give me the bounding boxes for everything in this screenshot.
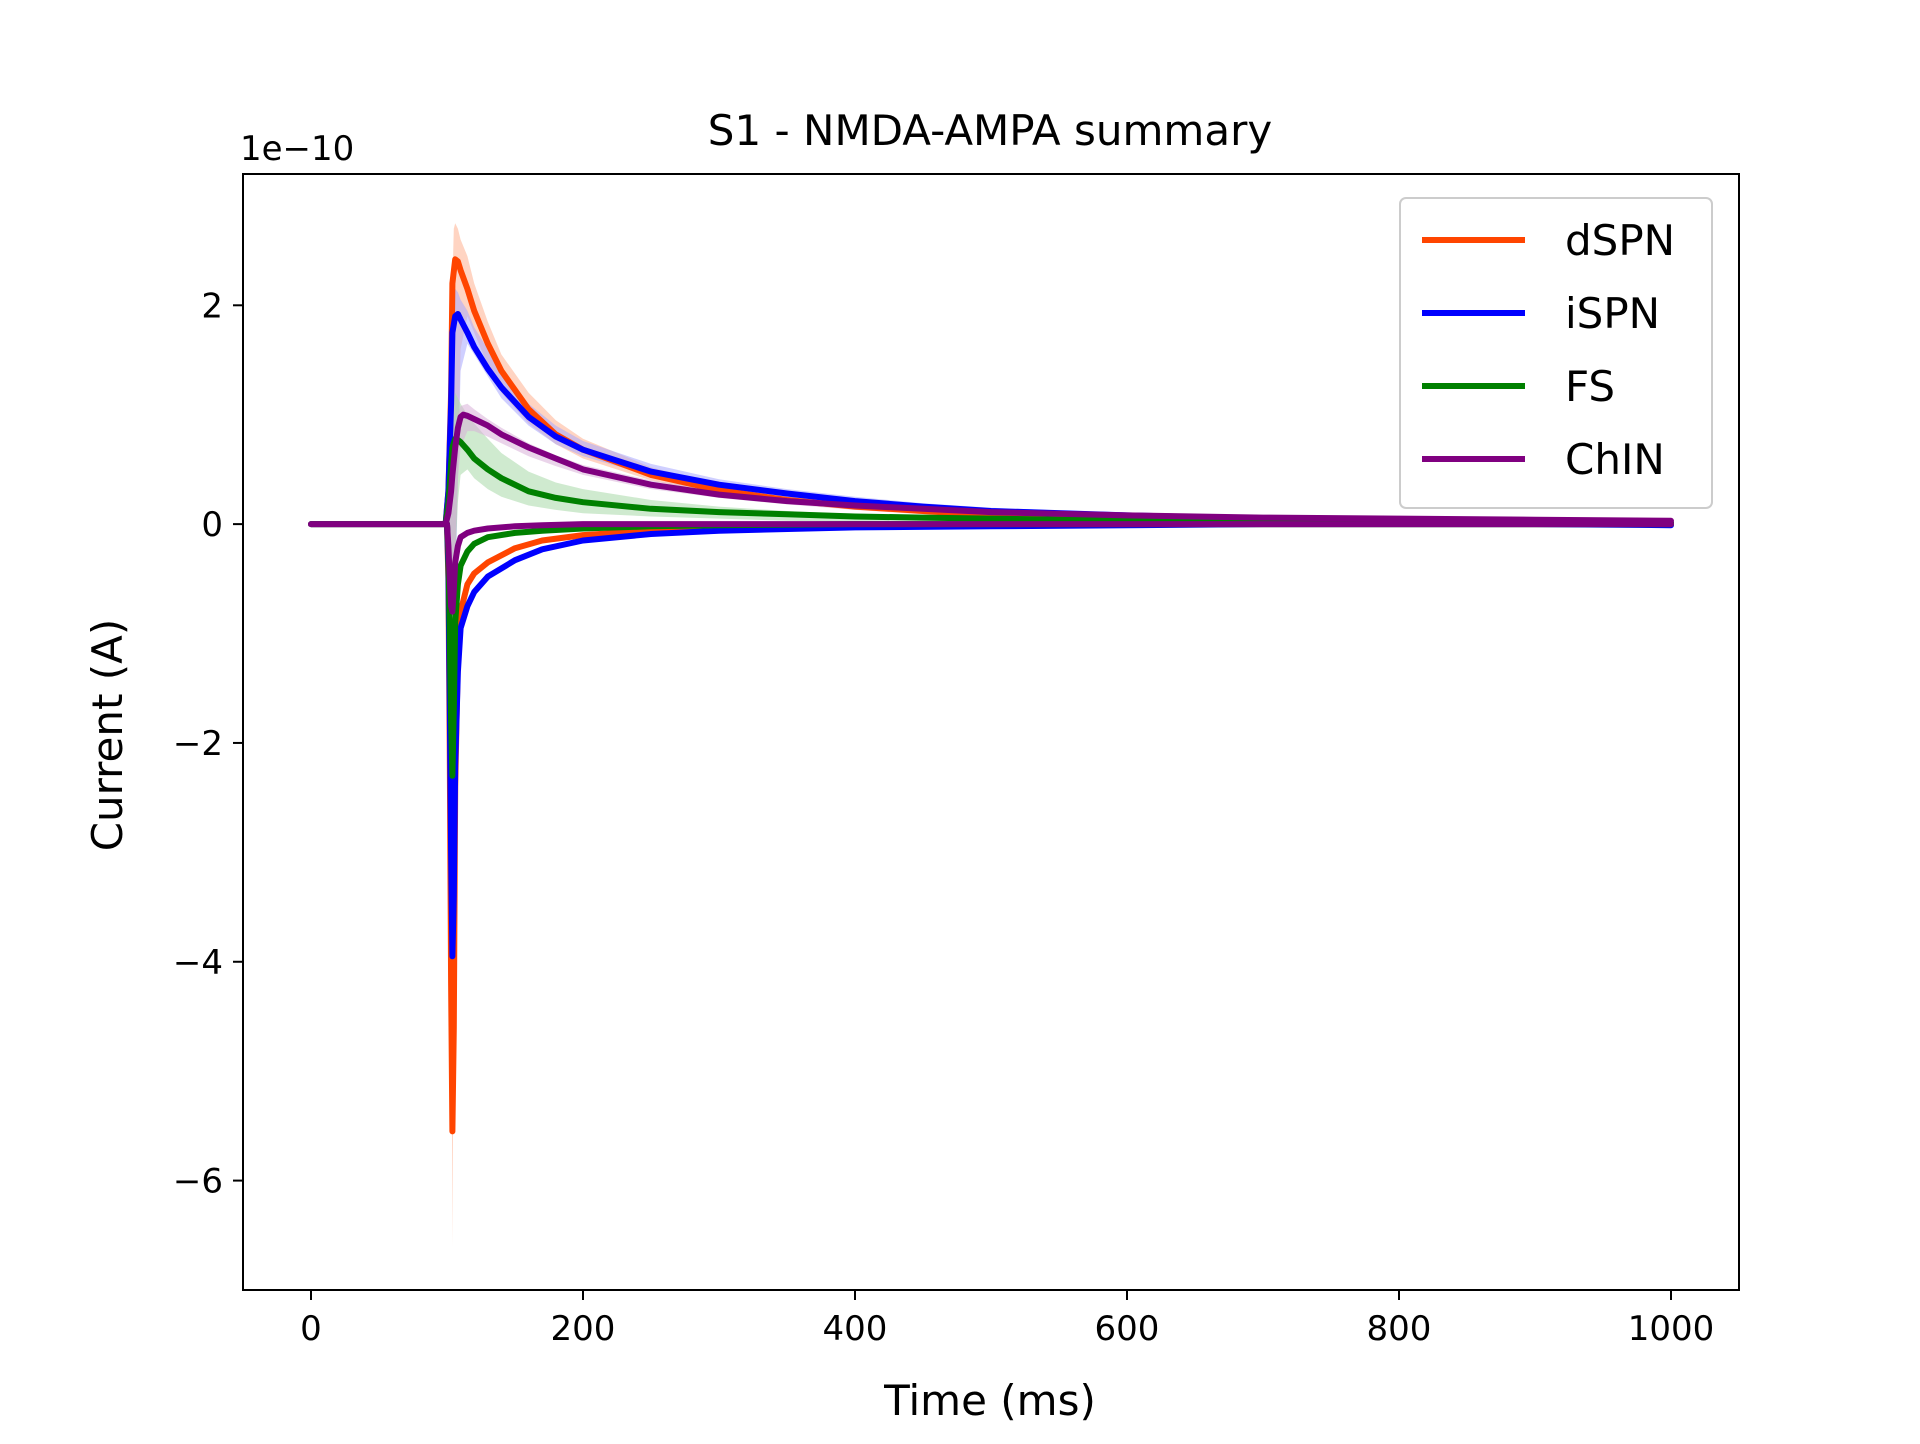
- legend-label-fs: FS: [1565, 362, 1615, 411]
- y-tick-label: −6: [173, 1162, 223, 1202]
- ticks-layer: 0 200 400 600 800 1000 −6 −4 −2 0 2: [173, 286, 1714, 1349]
- legend-label-dspn: dSPN: [1565, 216, 1675, 265]
- x-tick-label: 200: [551, 1309, 616, 1349]
- y-tick-label: −4: [173, 943, 223, 983]
- x-tick-label: 0: [300, 1309, 322, 1349]
- y-tick-label: 0: [201, 505, 223, 545]
- legend: dSPN iSPN FS ChIN: [1399, 197, 1713, 509]
- y-offset-label: 1e−10: [240, 129, 354, 169]
- x-tick-label: 1000: [1628, 1309, 1715, 1349]
- x-tick-label: 600: [1095, 1309, 1160, 1349]
- legend-label-chin: ChIN: [1565, 435, 1665, 484]
- x-tick-label: 400: [823, 1309, 888, 1349]
- series-chin: [308, 411, 1674, 615]
- series-line-chin-1: [442, 411, 1674, 528]
- chart-title: S1 - NMDA-AMPA summary: [708, 106, 1272, 155]
- legend-label-ispn: iSPN: [1565, 289, 1660, 338]
- x-axis-label: Time (ms): [883, 1376, 1096, 1425]
- plot-frame: [242, 173, 1740, 1291]
- x-tick-label: 800: [1367, 1309, 1432, 1349]
- series-line-chin-0: [308, 521, 1674, 615]
- y-tick-label: −2: [173, 724, 223, 764]
- confidence-band-dspn: [311, 223, 1671, 1247]
- legend-box: [1399, 197, 1713, 509]
- y-axis-label: Current (A): [83, 619, 132, 852]
- y-tick-label: 2: [201, 286, 223, 326]
- lines-layer: [308, 256, 1674, 1135]
